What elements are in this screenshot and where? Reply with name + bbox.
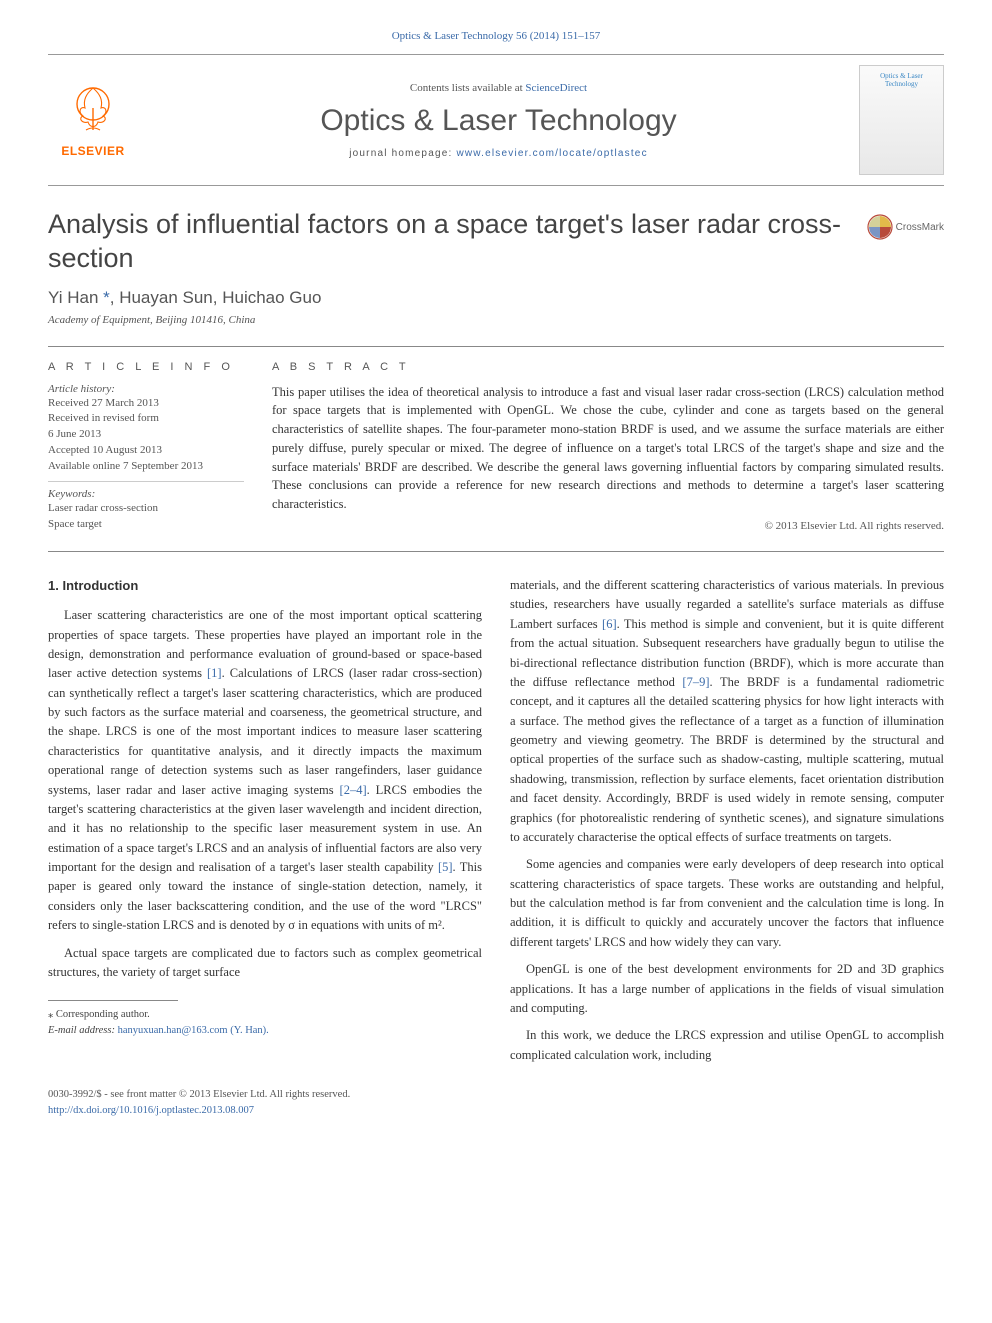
keyword: Space target [48,517,244,533]
crossmark-badge[interactable]: CrossMark [867,214,944,240]
elsevier-tree-icon [58,82,128,142]
journal-cover-thumb[interactable]: Optics & Laser Technology [859,65,944,175]
body-paragraph: materials, and the different scattering … [510,576,944,847]
crossmark-label: CrossMark [896,222,944,233]
body-paragraph: Actual space targets are complicated due… [48,944,482,983]
body-paragraph: OpenGL is one of the best development en… [510,960,944,1018]
history-line: Available online 7 September 2013 [48,459,244,475]
authors-rest: , Huayan Sun, Huichao Guo [110,288,322,307]
homepage-link[interactable]: www.elsevier.com/locate/optlastec [456,148,647,159]
affiliation: Academy of Equipment, Beijing 101416, Ch… [48,314,944,326]
contents-prefix: Contents lists available at [410,82,525,94]
doi-link[interactable]: http://dx.doi.org/10.1016/j.optlastec.20… [48,1105,254,1116]
journal-title: Optics & Laser Technology [138,104,859,138]
email-label: E-mail address: [48,1025,118,1036]
article-info-heading: A R T I C L E I N F O [48,361,244,373]
journal-cover-label: Optics & Laser Technology [864,72,939,89]
body-paragraph: Laser scattering characteristics are one… [48,606,482,935]
journal-header: ELSEVIER Contents lists available at Sci… [48,54,944,186]
keyword: Laser radar cross-section [48,501,244,517]
top-journal-ref[interactable]: Optics & Laser Technology 56 (2014) 151–… [48,30,944,42]
corresponding-footnote: ⁎ Corresponding author. [48,1007,482,1023]
sciencedirect-link[interactable]: ScienceDirect [525,82,587,94]
section-heading: 1. Introduction [48,576,482,596]
body-columns: 1. Introduction Laser scattering charact… [48,576,944,1073]
crossmark-icon [867,214,893,240]
footnote-separator [48,1000,178,1001]
body-paragraph: In this work, we deduce the LRCS express… [510,1026,944,1065]
authors: Yi Han *, Huayan Sun, Huichao Guo [48,288,944,308]
footer-copyright: 0030-3992/$ - see front matter © 2013 El… [48,1089,350,1100]
citation-link[interactable]: [5] [438,860,453,874]
header-center: Contents lists available at ScienceDirec… [138,82,859,159]
citation-link[interactable]: [1] [207,666,222,680]
email-link[interactable]: hanyuxuan.han@163.com (Y. Han). [118,1025,269,1036]
citation-link[interactable]: [2–4] [340,783,367,797]
homepage-line: journal homepage: www.elsevier.com/locat… [138,148,859,159]
article-title: Analysis of influential factors on a spa… [48,208,853,276]
email-footnote: E-mail address: hanyuxuan.han@163.com (Y… [48,1023,482,1039]
body-text: . Calculations of LRCS (laser radar cros… [48,666,482,796]
elsevier-logo[interactable]: ELSEVIER [48,75,138,165]
history-line: Received 27 March 2013 [48,396,244,412]
elsevier-label: ELSEVIER [61,144,124,158]
article-info: A R T I C L E I N F O Article history: R… [48,361,258,534]
author-primary: Yi Han [48,288,98,307]
body-paragraph: Some agencies and companies were early d… [510,855,944,952]
footer: 0030-3992/$ - see front matter © 2013 El… [48,1087,944,1119]
abstract-text: This paper utilises the idea of theoreti… [272,383,944,514]
history-line: Accepted 10 August 2013 [48,443,244,459]
body-text: . The BRDF is a fundamental radiometric … [510,675,944,844]
history-line: Received in revised form [48,411,244,427]
corresponding-asterisk: * [98,288,109,307]
history-line: 6 June 2013 [48,427,244,443]
abstract-heading: A B S T R A C T [272,361,944,373]
column-right: materials, and the different scattering … [510,576,944,1073]
abstract-copyright: © 2013 Elsevier Ltd. All rights reserved… [272,520,944,532]
column-left: 1. Introduction Laser scattering charact… [48,576,482,1073]
history-label: Article history: [48,383,244,395]
homepage-prefix: journal homepage: [349,148,456,159]
contents-line: Contents lists available at ScienceDirec… [138,82,859,94]
abstract: A B S T R A C T This paper utilises the … [258,361,944,534]
keywords-label: Keywords: [48,481,244,500]
citation-link[interactable]: [6] [602,617,617,631]
citation-link[interactable]: [7–9] [682,675,709,689]
